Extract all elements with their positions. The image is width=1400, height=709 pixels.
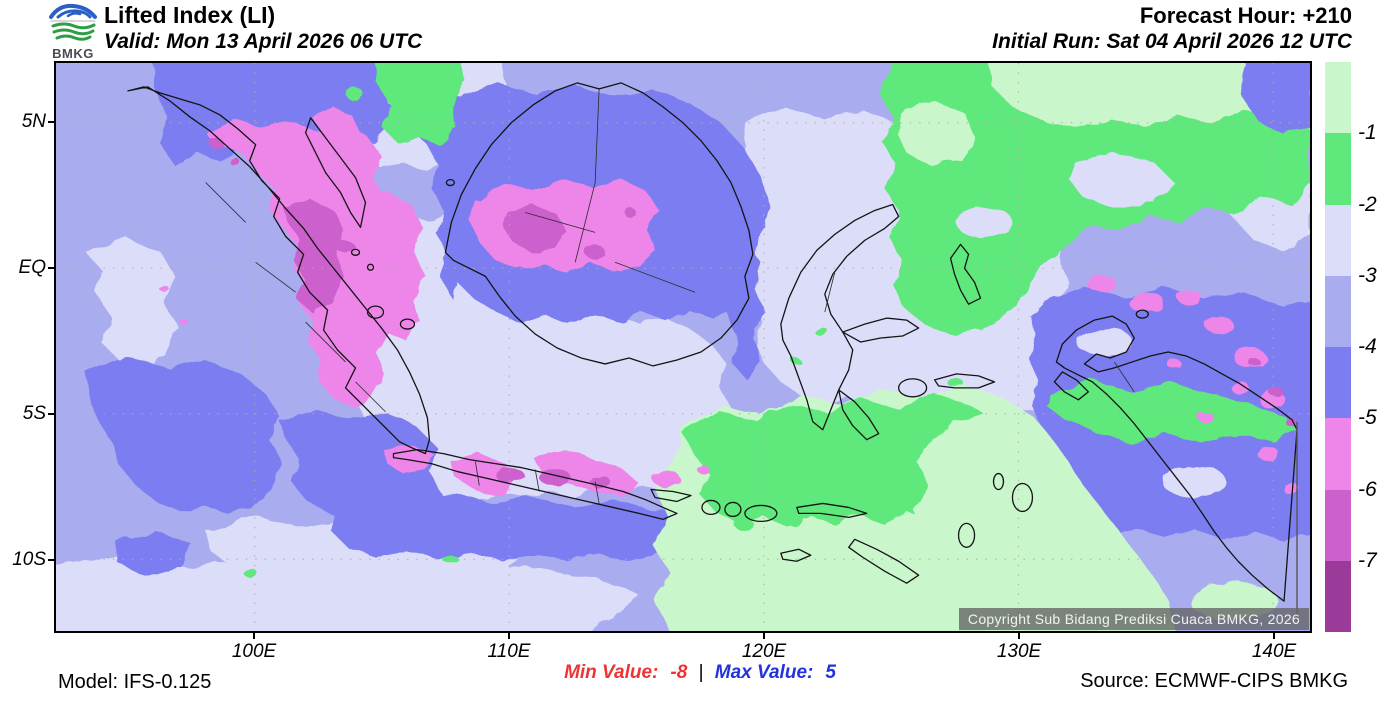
max-value-label: Max Value: 5 (714, 662, 836, 683)
copyright-overlay: Copyright Sub Bidang Prediksi Cuaca BMKG… (958, 608, 1309, 630)
map-canvas (56, 63, 1310, 631)
y-axis-tick (48, 559, 54, 561)
y-axis-label: EQ (18, 257, 46, 278)
map-frame: Copyright Sub Bidang Prediksi Cuaca BMKG… (54, 61, 1312, 633)
colorbar-tick-label: -5 (1358, 406, 1377, 430)
x-axis-label: 130E (996, 641, 1042, 662)
colorbar-segment (1325, 347, 1351, 419)
colorbar-segment (1325, 418, 1351, 490)
x-axis-label: 120E (741, 641, 787, 662)
colorbar-segment (1325, 275, 1351, 347)
colorbar-segment (1325, 489, 1351, 561)
y-axis-tick (48, 267, 54, 269)
colorbar-tick-label: -7 (1358, 548, 1377, 572)
colorbar-segment (1325, 62, 1351, 134)
colorbar (1325, 62, 1351, 632)
bmkg-logo-label: BMKG (52, 46, 94, 61)
bmkg-logo: BMKG (44, 2, 102, 61)
x-axis-tick (508, 633, 510, 639)
colorbar-tick-label: -2 (1358, 192, 1377, 216)
y-axis-tick (48, 121, 54, 123)
bmkg-logo-icon (49, 3, 97, 41)
x-axis-tick (1018, 633, 1020, 639)
x-axis-label: 140E (1251, 641, 1297, 662)
colorbar-tick-label: -3 (1358, 263, 1377, 287)
initial-run: Initial Run: Sat 04 April 2026 12 UTC (992, 30, 1352, 53)
source-label: Source: ECMWF-CIPS BMKG (1080, 670, 1348, 692)
x-axis-tick (1273, 633, 1275, 639)
model-label: Model: IFS-0.125 (58, 671, 212, 693)
y-axis-label: 5S (22, 403, 46, 424)
colorbar-segment (1325, 204, 1351, 276)
page-title: Lifted Index (LI) (104, 2, 276, 28)
colorbar-segment (1325, 560, 1351, 632)
y-axis-tick (48, 413, 54, 415)
x-axis-tick (763, 633, 765, 639)
admin-borders (205, 88, 1135, 504)
colorbar-segment (1325, 133, 1351, 205)
x-axis-label: 100E (231, 641, 277, 662)
min-max-separator: | (698, 662, 704, 683)
min-value-label: Min Value: -8 (564, 662, 688, 683)
y-axis-label: 5N (21, 111, 46, 132)
colorbar-tick-label: -1 (1358, 121, 1377, 145)
valid-time: Valid: Mon 13 April 2026 06 UTC (104, 30, 423, 53)
x-axis-label: 110E (487, 641, 531, 662)
coastlines (127, 82, 1298, 602)
x-axis-tick (253, 633, 255, 639)
forecast-hour: Forecast Hour: +210 (1139, 3, 1352, 28)
min-max-values: Min Value: -8 | Max Value: 5 (0, 662, 1400, 684)
colorbar-tick-label: -6 (1358, 477, 1377, 501)
colorbar-tick-label: -4 (1358, 335, 1377, 358)
y-axis-label: 10S (12, 549, 46, 570)
